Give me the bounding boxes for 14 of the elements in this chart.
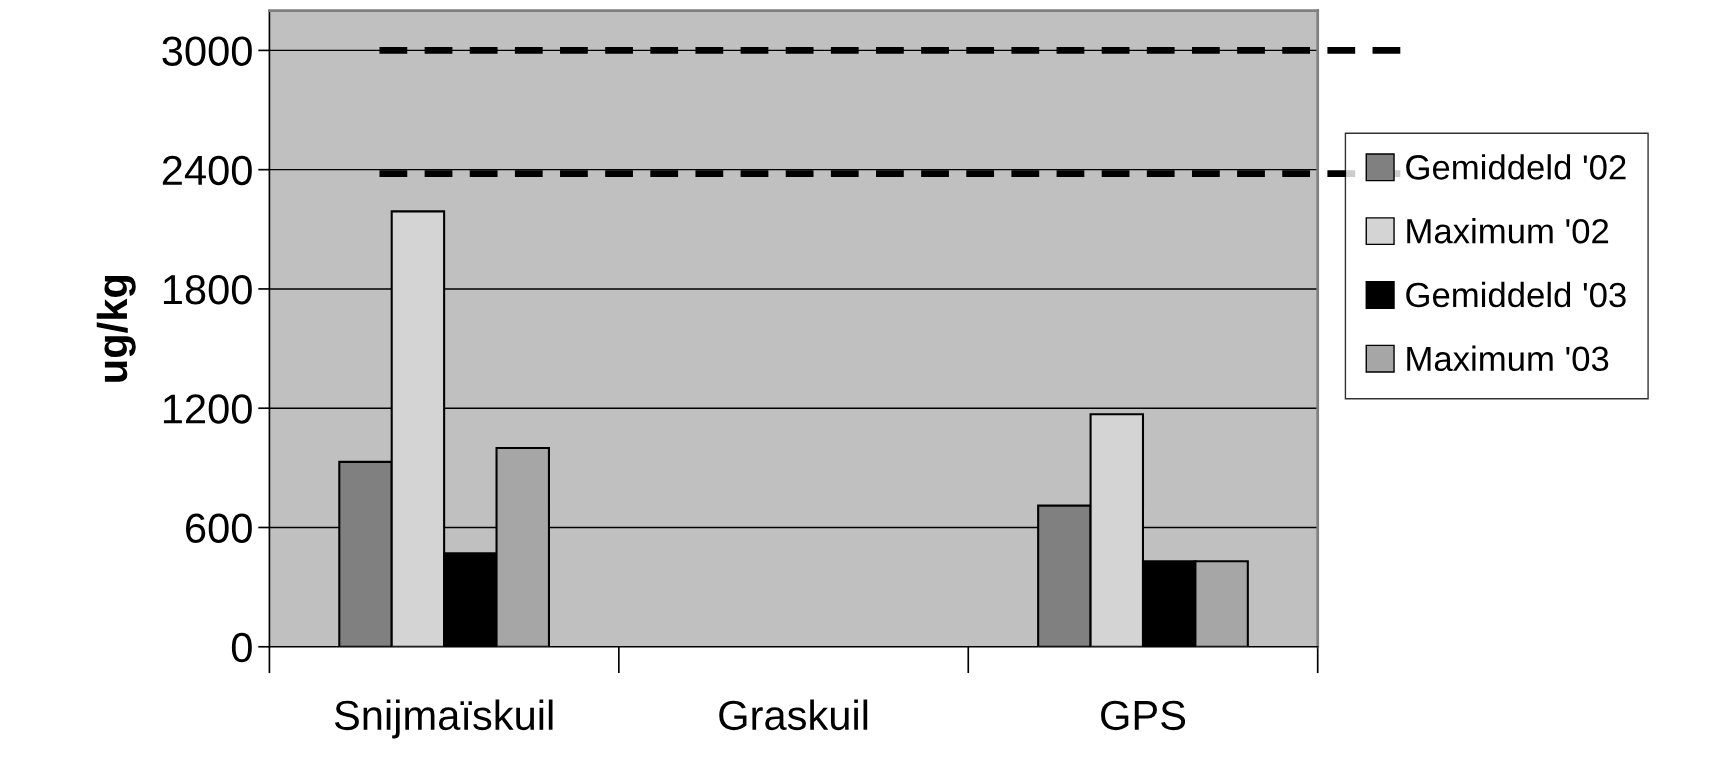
- y-tick-label: 3000: [162, 36, 252, 66]
- y-tick-label: 0: [231, 632, 252, 663]
- y-tick-label: 1800: [163, 274, 252, 305]
- legend-label: Maximum '02: [1407, 218, 1609, 244]
- x-tick-label: Snijmaïskuil: [334, 699, 553, 739]
- y-tick-label: 1200: [163, 394, 252, 424]
- legend-label: Maximum '03: [1407, 345, 1609, 372]
- y-axis-title: ug/kg: [96, 275, 136, 382]
- x-tick-label: GPS: [1101, 700, 1186, 731]
- y-tick-label: 600: [186, 513, 252, 543]
- y-tick-label: 2400: [162, 155, 252, 186]
- legend-label: Gemiddeld '02: [1406, 154, 1626, 180]
- x-tick-label: Graskuil: [719, 699, 868, 731]
- legend-label: Gemiddeld '03: [1406, 281, 1626, 308]
